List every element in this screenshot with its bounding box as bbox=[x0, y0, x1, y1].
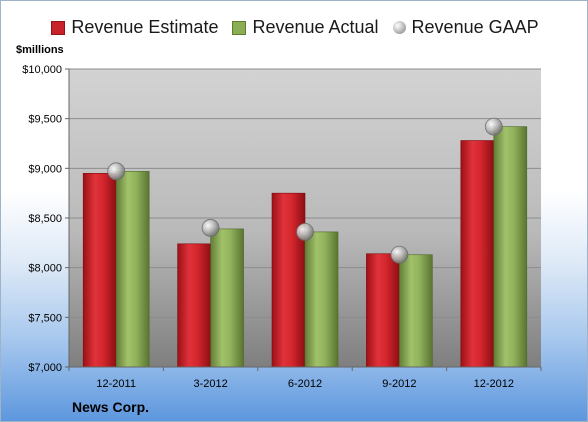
legend-swatch-estimate bbox=[51, 20, 66, 35]
bar-estimate bbox=[177, 243, 211, 368]
gaap-marker bbox=[296, 223, 314, 241]
legend-dot-gaap bbox=[392, 21, 406, 34]
gaap-marker bbox=[201, 219, 220, 237]
company-name: News Corp. bbox=[72, 399, 150, 415]
legend-item-estimate: Revenue Estimate bbox=[51, 17, 218, 38]
y-tick-label: $9,000 bbox=[28, 163, 62, 175]
legend-swatch-actual bbox=[232, 20, 247, 35]
y-axis-unit-label: $millions bbox=[16, 44, 64, 56]
legend-label-estimate: Revenue Estimate bbox=[71, 17, 219, 37]
bar-estimate bbox=[82, 173, 117, 368]
y-tick-label: $7,500 bbox=[28, 312, 62, 324]
y-tick-label: $7,000 bbox=[28, 362, 62, 374]
x-tick-label: 12-2012 bbox=[474, 378, 514, 390]
gaap-marker bbox=[390, 245, 409, 264]
bar-actual bbox=[493, 126, 528, 368]
legend-label-gaap: Revenue GAAP bbox=[411, 17, 539, 37]
x-tick-label: 3-2012 bbox=[193, 378, 227, 390]
gaap-marker bbox=[484, 117, 503, 136]
bar-actual bbox=[210, 228, 244, 368]
legend-item-actual: Revenue Actual bbox=[232, 17, 379, 38]
x-tick-label: 9-2012 bbox=[382, 378, 416, 390]
y-tick-label: $9,500 bbox=[28, 114, 62, 126]
bar-actual bbox=[399, 254, 433, 368]
bar-estimate bbox=[271, 192, 306, 368]
gaap-marker bbox=[107, 162, 126, 181]
chart-legend: Revenue Estimate Revenue Actual Revenue … bbox=[1, 17, 587, 38]
bar-estimate bbox=[460, 140, 495, 368]
bar-actual bbox=[304, 231, 339, 368]
gaap-markers bbox=[107, 117, 503, 264]
bars bbox=[82, 126, 528, 368]
y-tick-label: $10,000 bbox=[22, 64, 62, 76]
legend-item-gaap: Revenue GAAP bbox=[392, 17, 539, 38]
bar-actual bbox=[115, 171, 150, 368]
y-tick-label: $8,500 bbox=[28, 213, 62, 225]
axes: $7,000 $7,500 $8,000 $8,500 $9,000 $9,500 $10,… bbox=[22, 64, 542, 390]
bar-estimate bbox=[366, 253, 400, 368]
x-tick-label: 12-2011 bbox=[96, 378, 136, 390]
x-tick-label: 6-2012 bbox=[288, 378, 322, 390]
y-tick-label: $8,000 bbox=[28, 263, 62, 275]
legend-label-actual: Revenue Actual bbox=[252, 17, 379, 37]
